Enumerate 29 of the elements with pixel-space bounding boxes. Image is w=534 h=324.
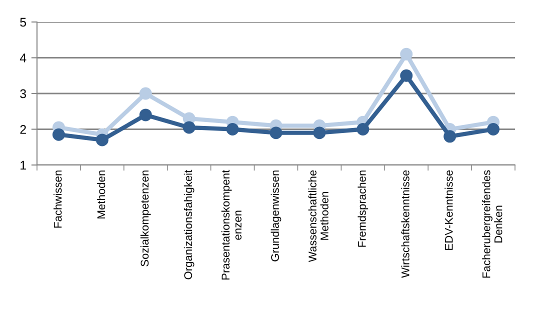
x-tick-label: Facherubergreifendes Denken [482, 170, 502, 278]
y-tick-label: 2 [20, 125, 26, 134]
x-tick-label: Sozialkompetenzen [140, 170, 151, 266]
y-tick-label: 4 [20, 54, 26, 62]
x-tick-label: Fremdsprachen [358, 170, 368, 247]
x-tick-label: Wirtschaftskenntnisse [401, 170, 410, 278]
y-tick-label: 3 [20, 89, 26, 98]
point [139, 87, 152, 100]
point [400, 69, 413, 82]
y-tick-label: 1 [20, 160, 26, 170]
x-tick-label: Fachwissen [54, 170, 62, 228]
point [356, 123, 370, 136]
point [487, 123, 500, 136]
x-tick-label: Grundlagenwissen [270, 170, 282, 262]
x-tick-label: Wassenschaftliche Methoden [308, 170, 328, 262]
x-tick-label: Organizationsfahigkeit [184, 170, 194, 280]
point [139, 108, 152, 122]
point [182, 121, 196, 134]
point [96, 134, 108, 146]
x-tick-label: Prasentationskompent enzen [221, 170, 242, 280]
point [270, 126, 282, 140]
point [444, 130, 456, 143]
point [313, 126, 326, 140]
x-tick-label: EDV-Kenntnisse [444, 170, 453, 250]
x-tick-label: Methoden [97, 170, 106, 218]
point [226, 123, 239, 136]
point [52, 128, 65, 141]
y-tick-label: 5 [20, 18, 26, 27]
point [400, 48, 413, 60]
